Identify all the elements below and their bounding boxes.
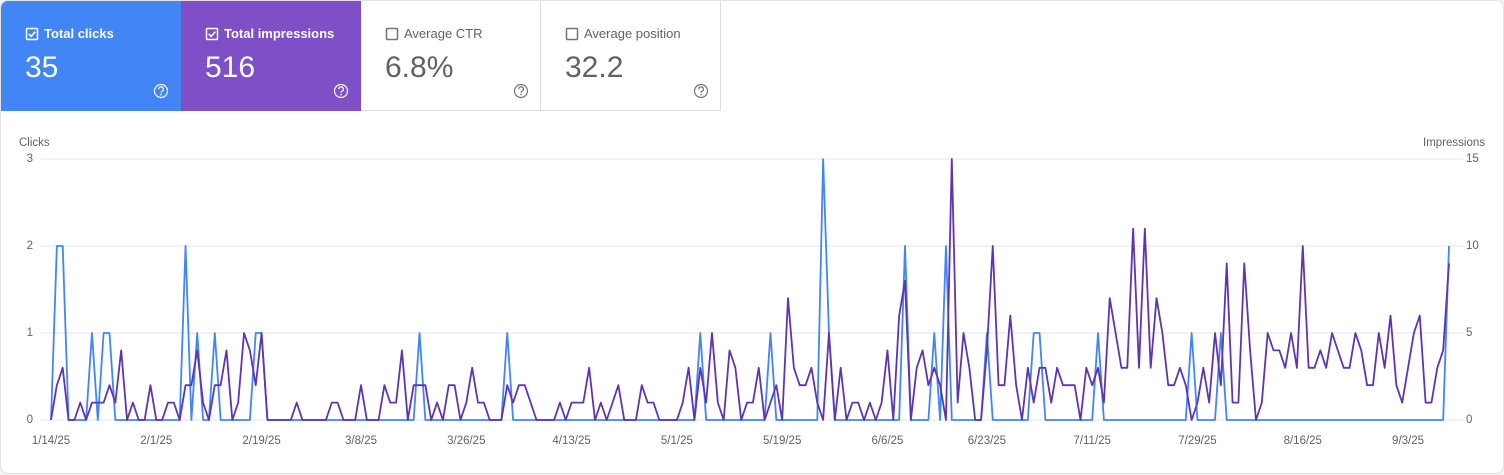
metric-value: 35: [25, 51, 59, 84]
metric-label: Total impressions: [224, 26, 335, 41]
x-tick-label: 3/8/25: [345, 435, 377, 447]
help-icon[interactable]: [333, 83, 349, 99]
metric-card[interactable]: Average position 32.2: [541, 1, 721, 111]
help-icon-dot: [700, 93, 702, 96]
x-tick-label: 8/16/25: [1284, 435, 1322, 447]
y2-tick-label: 5: [1466, 327, 1472, 339]
y2-tick-label: 15: [1466, 153, 1479, 165]
metric-label: Total clicks: [44, 26, 114, 41]
help-icon[interactable]: [513, 83, 529, 99]
x-tick-label: 5/1/25: [661, 435, 693, 447]
y2-tick-label: 0: [1466, 414, 1472, 426]
y-tick-label: 2: [27, 240, 33, 252]
x-tick-label: 5/19/25: [763, 435, 801, 447]
x-tick-label: 7/11/25: [1073, 435, 1111, 447]
checkbox[interactable]: [565, 27, 579, 41]
x-tick-label: 7/29/25: [1178, 435, 1216, 447]
checkmark: [28, 31, 36, 38]
x-tick-label: 1/14/25: [32, 435, 70, 447]
y-axis-title: Clicks: [19, 137, 50, 149]
x-tick-label: 6/6/25: [871, 435, 903, 447]
metric-card[interactable]: Total impressions 516: [181, 1, 361, 111]
metric-label: Average CTR: [404, 26, 483, 41]
metric-card[interactable]: Average CTR 6.8%: [361, 1, 541, 111]
help-icon-mark: [338, 86, 344, 93]
x-tick-label: 6/23/25: [968, 435, 1006, 447]
metric-value: 32.2: [565, 51, 624, 84]
card-icons: [25, 27, 169, 99]
checkbox[interactable]: [25, 27, 39, 41]
y-tick-label: 3: [27, 153, 33, 165]
metric-label: Average position: [584, 26, 681, 41]
x-tick-label: 9/3/25: [1392, 435, 1424, 447]
y2-axis-title: Impressions: [1423, 137, 1485, 149]
checkbox[interactable]: [385, 27, 399, 41]
y2-tick-label: 10: [1466, 240, 1479, 252]
y-tick-label: 1: [27, 327, 33, 339]
card-icons: [385, 27, 529, 99]
help-icon-mark: [698, 86, 704, 93]
help-icon[interactable]: [153, 83, 169, 99]
help-icon-dot: [520, 93, 522, 96]
card-icons: [205, 27, 349, 99]
help-icon-dot: [160, 93, 162, 96]
help-icon-dot: [340, 93, 342, 96]
help-icon-mark: [518, 86, 524, 93]
help-icon[interactable]: [693, 83, 709, 99]
metric-value: 516: [205, 51, 256, 84]
x-tick-label: 2/19/25: [242, 435, 280, 447]
x-tick-label: 3/26/25: [447, 435, 485, 447]
checkmark: [208, 31, 216, 38]
card-icons: [565, 27, 709, 99]
x-tick-label: 4/13/25: [552, 435, 590, 447]
metric-card[interactable]: Total clicks 35: [1, 1, 181, 111]
metric-value: 6.8%: [385, 51, 454, 84]
y-tick-label: 0: [27, 414, 33, 426]
help-icon-mark: [158, 86, 164, 93]
checkbox[interactable]: [205, 27, 219, 41]
series-line: [50, 158, 1450, 421]
x-tick-label: 2/1/25: [140, 435, 172, 447]
